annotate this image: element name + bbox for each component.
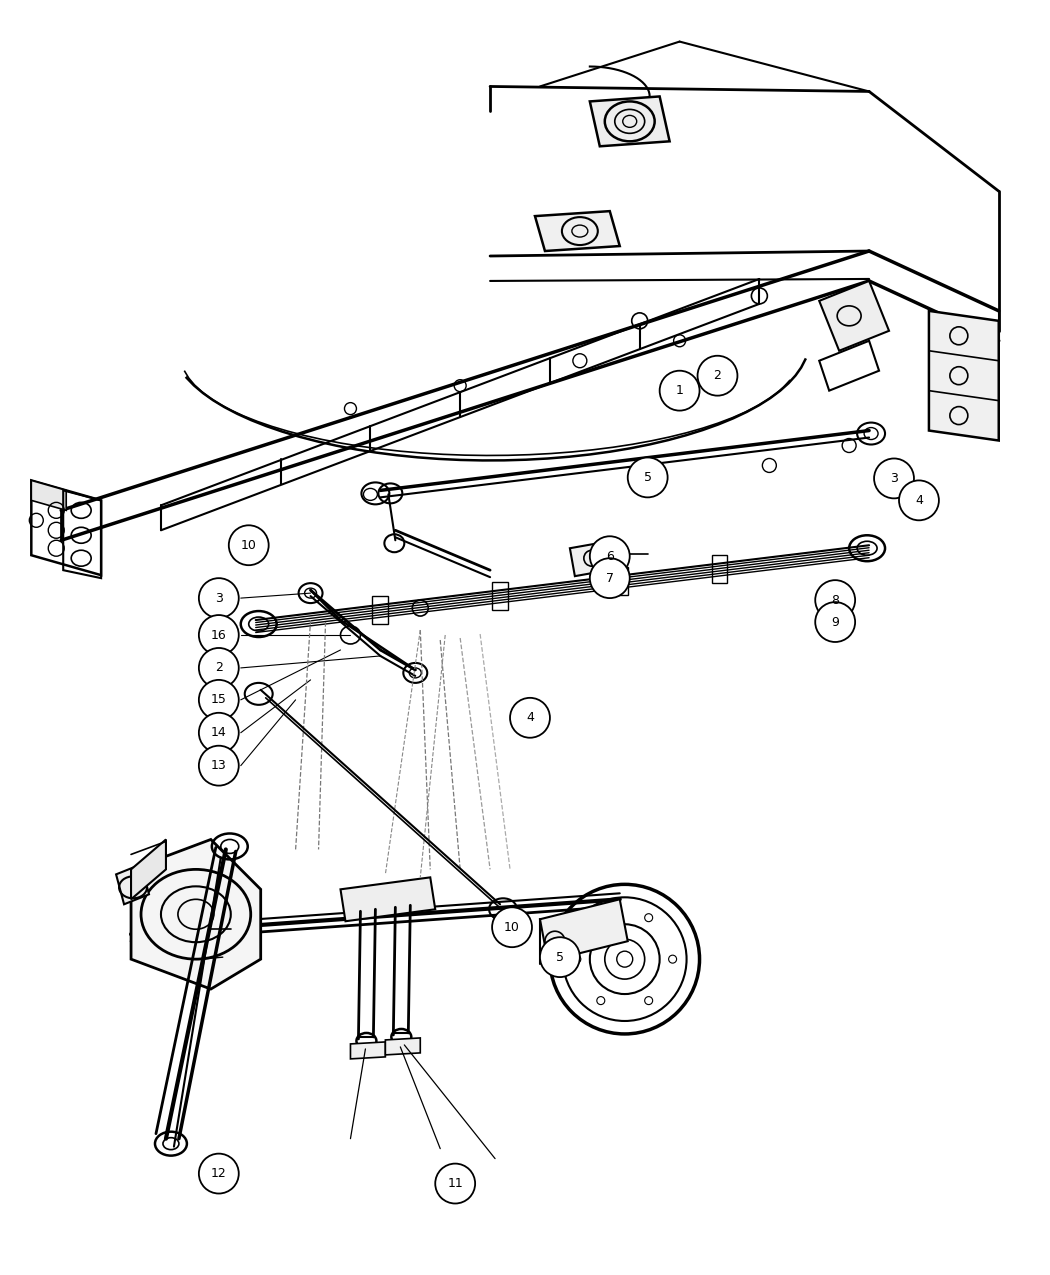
Circle shape [899, 481, 939, 520]
Text: 2: 2 [714, 370, 721, 382]
Text: 8: 8 [832, 594, 839, 607]
Text: 15: 15 [211, 694, 227, 706]
Circle shape [198, 746, 238, 785]
Polygon shape [351, 1042, 385, 1058]
Polygon shape [819, 280, 889, 351]
Text: 7: 7 [606, 571, 614, 585]
Text: 2: 2 [215, 662, 223, 674]
Text: 5: 5 [555, 951, 564, 964]
Text: 12: 12 [211, 1167, 227, 1181]
Circle shape [492, 908, 532, 947]
Text: 9: 9 [832, 616, 839, 629]
Circle shape [815, 602, 855, 643]
Circle shape [590, 537, 630, 576]
Circle shape [198, 1154, 238, 1193]
Circle shape [198, 680, 238, 720]
Polygon shape [540, 899, 628, 961]
Circle shape [229, 525, 269, 565]
Polygon shape [570, 541, 620, 576]
Polygon shape [131, 839, 166, 899]
Circle shape [436, 1164, 476, 1204]
Circle shape [510, 697, 550, 738]
Polygon shape [385, 1038, 420, 1054]
Text: 13: 13 [211, 759, 227, 773]
Text: 6: 6 [606, 550, 613, 562]
Text: 1: 1 [675, 384, 684, 397]
Polygon shape [32, 481, 66, 510]
Circle shape [697, 356, 737, 395]
Circle shape [659, 371, 699, 411]
Text: 4: 4 [526, 711, 533, 724]
Circle shape [628, 458, 668, 497]
Polygon shape [929, 311, 999, 441]
Text: 10: 10 [240, 539, 256, 552]
Circle shape [198, 713, 238, 752]
Text: 10: 10 [504, 921, 520, 933]
Circle shape [198, 648, 238, 689]
Circle shape [874, 459, 914, 499]
Circle shape [590, 558, 630, 598]
Circle shape [198, 615, 238, 655]
Text: 14: 14 [211, 727, 227, 739]
Polygon shape [131, 839, 260, 989]
Text: 3: 3 [890, 472, 898, 484]
Text: 4: 4 [915, 493, 923, 507]
Circle shape [198, 578, 238, 618]
Circle shape [540, 937, 580, 977]
Polygon shape [340, 877, 436, 922]
Text: 3: 3 [215, 592, 223, 604]
Circle shape [815, 580, 855, 620]
Text: 5: 5 [644, 470, 652, 484]
Polygon shape [117, 864, 149, 904]
Text: 16: 16 [211, 629, 227, 641]
Text: 11: 11 [447, 1177, 463, 1190]
Polygon shape [534, 212, 620, 251]
Polygon shape [590, 97, 670, 147]
